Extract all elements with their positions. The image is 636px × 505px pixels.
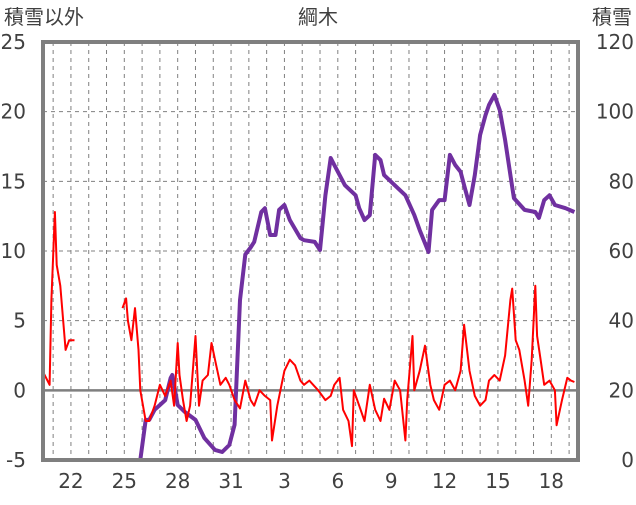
other-value-line bbox=[41, 211, 575, 448]
left-tick-label: 20 bbox=[1, 100, 26, 124]
right-tick-label: 20 bbox=[609, 378, 634, 402]
right-tick-label: 60 bbox=[609, 239, 634, 263]
left-axis-title: 積雪以外 bbox=[4, 5, 84, 29]
left-tick-label: 10 bbox=[1, 239, 26, 263]
x-tick-label: 12 bbox=[432, 469, 457, 493]
x-tick-label: 3 bbox=[278, 469, 291, 493]
right-tick-label: 100 bbox=[596, 100, 634, 124]
right-tick-label: 80 bbox=[609, 169, 634, 193]
left-tick-label: 25 bbox=[1, 30, 26, 54]
chart-title: 綱木 bbox=[298, 5, 338, 29]
snow-depth-line bbox=[42, 92, 576, 462]
x-tick-label: 6 bbox=[331, 469, 344, 493]
series-lines bbox=[41, 92, 576, 462]
x-tick-label: 25 bbox=[112, 469, 137, 493]
left-tick-label: 0 bbox=[13, 378, 26, 402]
left-tick-label: 15 bbox=[1, 169, 26, 193]
x-tick-label: 18 bbox=[539, 469, 564, 493]
left-tick-label: 5 bbox=[13, 309, 26, 333]
right-tick-label: 0 bbox=[621, 448, 634, 472]
right-tick-label: 120 bbox=[596, 30, 634, 54]
x-tick-label: 22 bbox=[58, 469, 83, 493]
x-tick-label: 9 bbox=[385, 469, 398, 493]
x-tick-label: 31 bbox=[218, 469, 243, 493]
right-tick-label: 40 bbox=[609, 309, 634, 333]
x-tick-label: 28 bbox=[165, 469, 190, 493]
x-tick-label: 15 bbox=[485, 469, 510, 493]
right-axis-title: 積雪 bbox=[592, 5, 632, 29]
left-tick-label: -5 bbox=[6, 448, 26, 472]
plot-frame bbox=[41, 40, 580, 462]
tick-labels: -5 0 5 10 15 20 25 0 20 40 60 80 100 120 22 25 28 31 3 6 9 12… bbox=[1, 30, 634, 493]
